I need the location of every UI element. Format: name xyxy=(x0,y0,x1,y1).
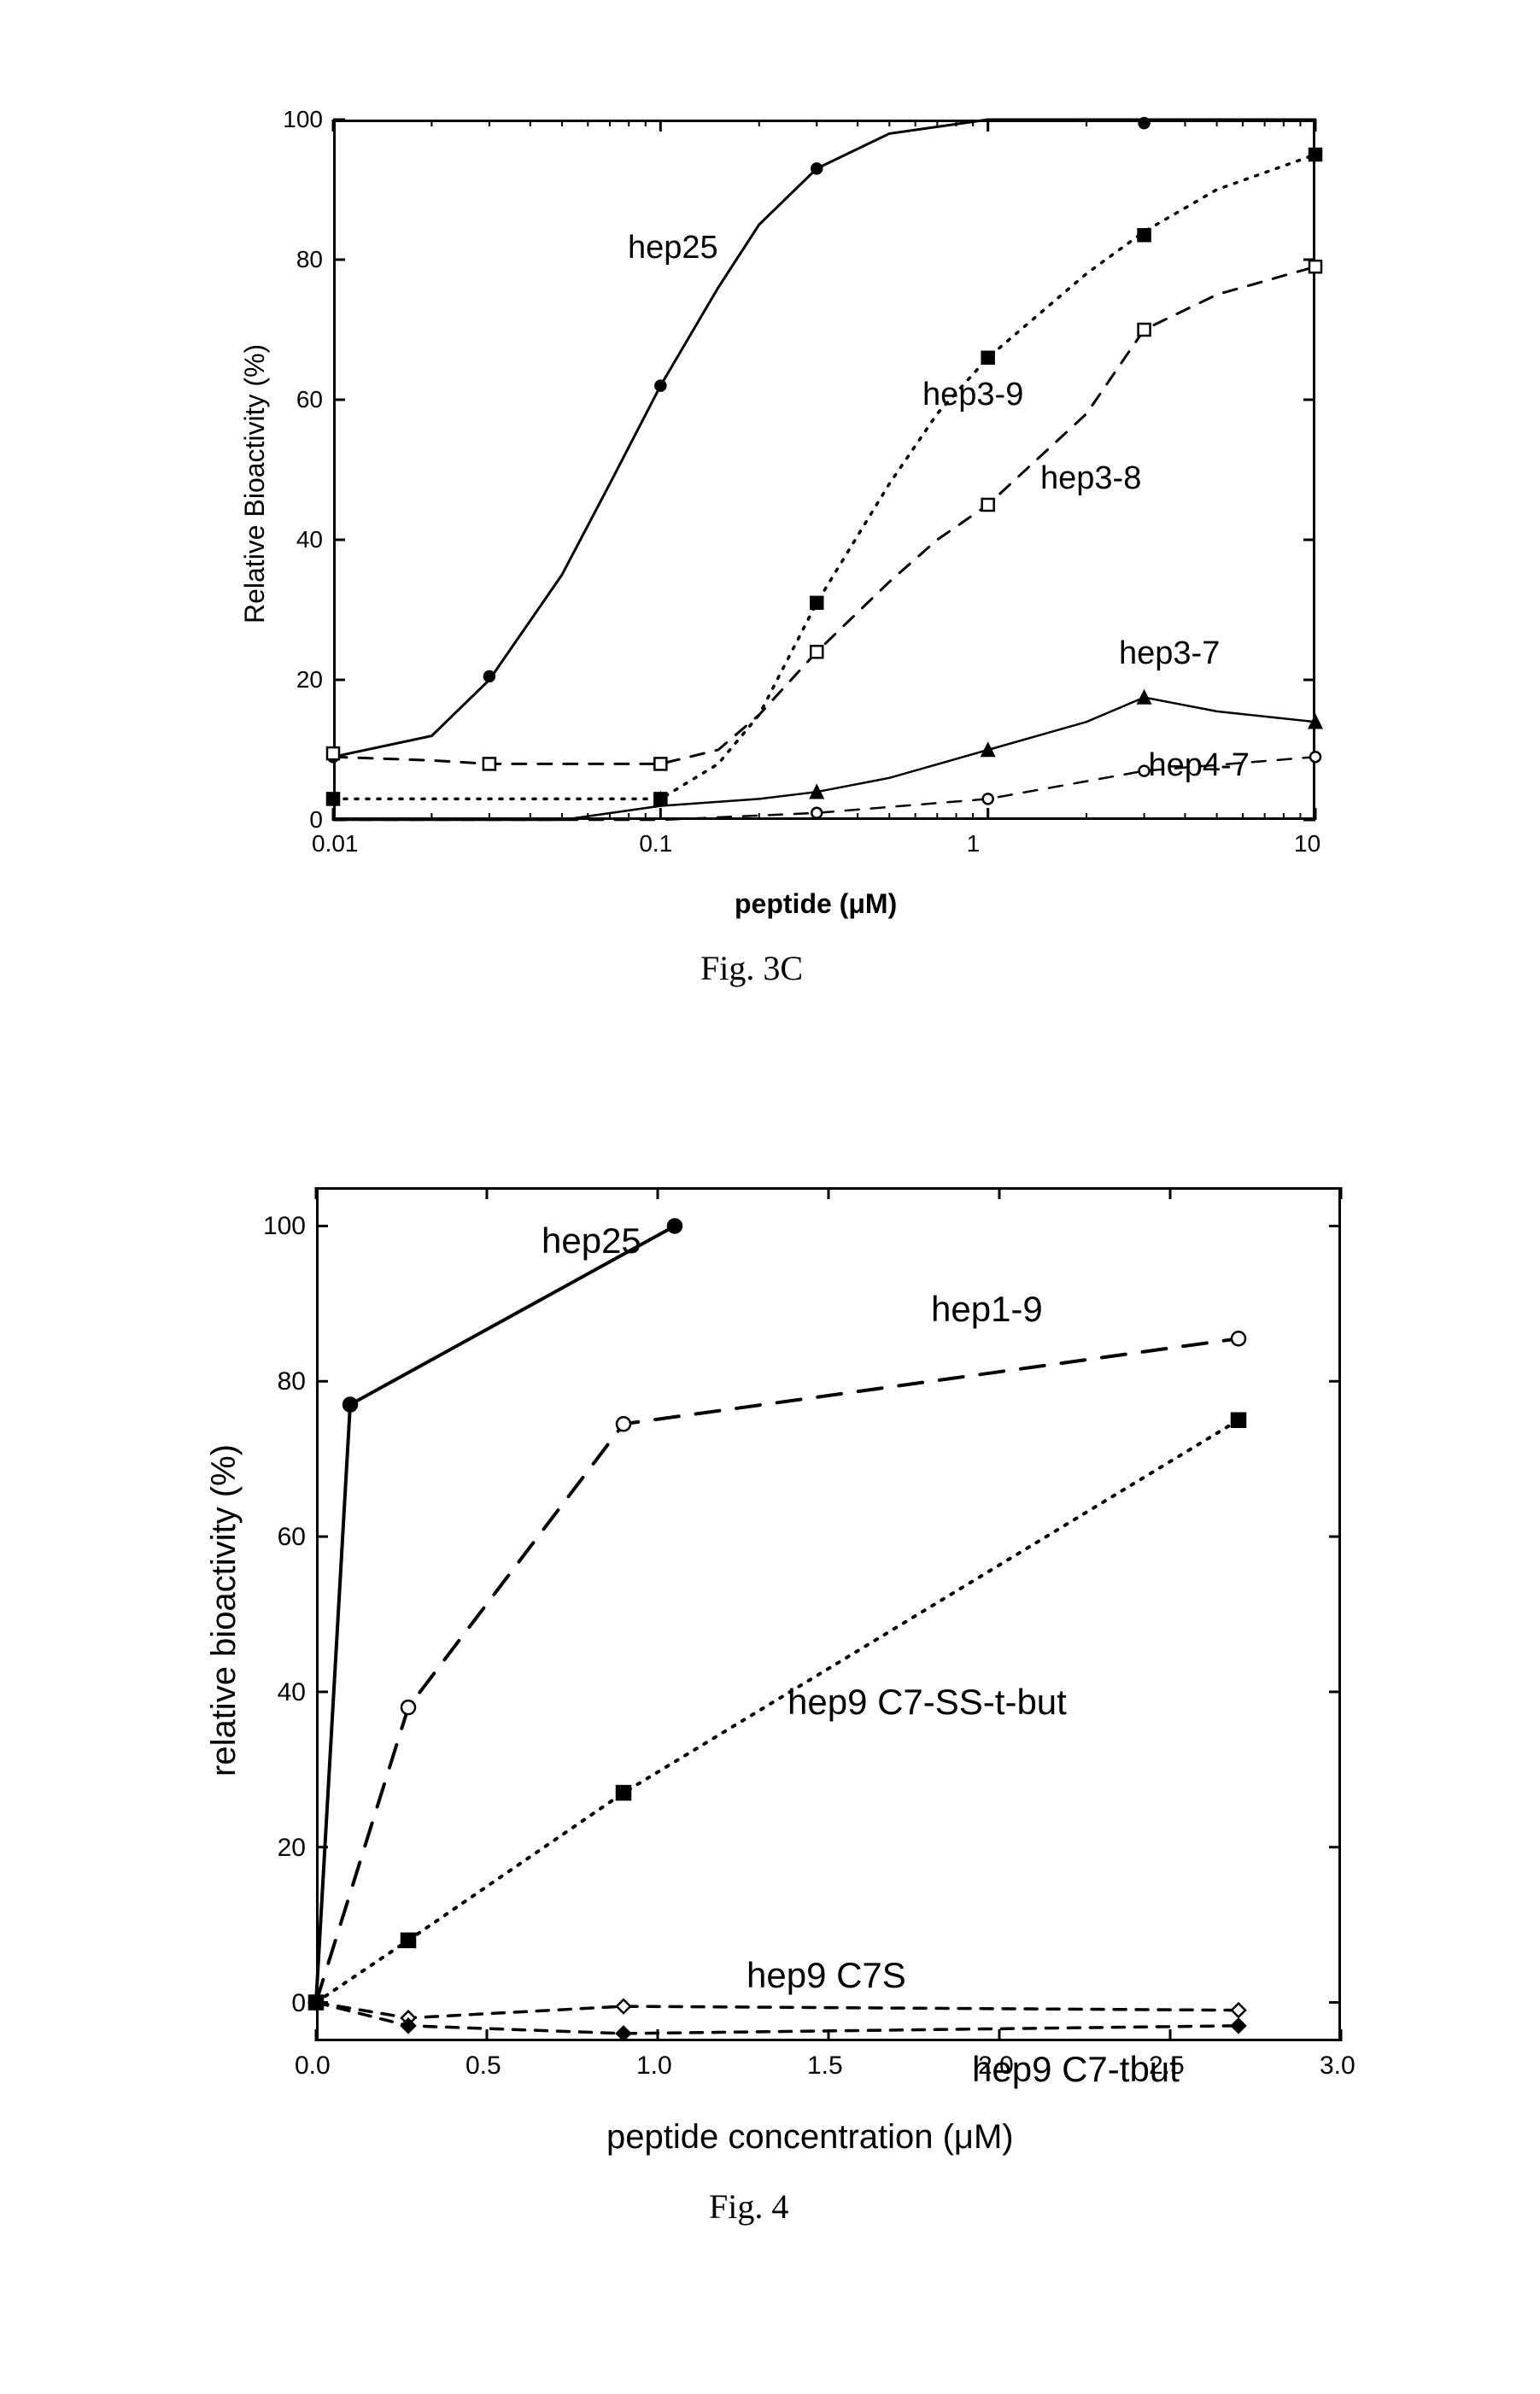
y-tick-label: 60 xyxy=(278,1523,306,1552)
y-tick-label: 100 xyxy=(283,106,323,133)
x-tick-label: 1.0 xyxy=(636,2052,672,2081)
series-label-hep3_7: hep3-7 xyxy=(1119,635,1220,672)
series-label-hep25: hep25 xyxy=(628,230,718,266)
series-label-hep4_7: hep4-7 xyxy=(1149,747,1250,784)
x-tick-label: 0.01 xyxy=(312,830,359,858)
y-tick-label: 80 xyxy=(278,1367,306,1396)
fig-4-chart: relative bioactivity (%) peptide concent… xyxy=(154,1162,1384,2238)
page: Relative Bioactivity (%) peptide (μM) 0.… xyxy=(0,0,1540,2394)
fig-3c-xlabel: peptide (μM) xyxy=(735,888,897,920)
fig-4-caption: Fig. 4 xyxy=(709,2186,788,2227)
series-label-hep9_c7_tbut: hep9 C7-tbut xyxy=(972,2049,1180,2090)
fig-3c-ylabel: Relative Bioactivity (%) xyxy=(239,344,271,623)
x-tick-label: 0.1 xyxy=(639,830,672,858)
y-tick-label: 0 xyxy=(291,1989,306,2018)
y-tick-label: 100 xyxy=(263,1212,306,1241)
fig-4-xlabel: peptide concentration (μM) xyxy=(606,2118,1014,2157)
y-tick-label: 60 xyxy=(296,386,323,413)
x-tick-label: 1.5 xyxy=(807,2052,843,2081)
y-tick-label: 80 xyxy=(296,246,323,273)
series-label-hep1_9: hep1-9 xyxy=(931,1289,1043,1330)
x-tick-label: 0.0 xyxy=(295,2052,331,2081)
fig-4-svg xyxy=(154,1162,1384,2238)
series-label-hep3_9: hep3-9 xyxy=(922,377,1023,413)
fig-3c-caption: Fig. 3C xyxy=(700,948,803,988)
y-tick-label: 40 xyxy=(296,526,323,553)
series-label-hep9_c7_ss_tbut: hep9 C7-SS-t-but xyxy=(788,1682,1067,1723)
fig-4-ylabel: relative bioactivity (%) xyxy=(205,1444,243,1776)
y-tick-label: 20 xyxy=(278,1834,306,1863)
x-tick-label: 10 xyxy=(1294,830,1320,858)
x-tick-label: 0.5 xyxy=(466,2052,501,2081)
y-tick-label: 20 xyxy=(296,666,323,694)
y-tick-label: 0 xyxy=(309,806,323,834)
x-tick-label: 3.0 xyxy=(1320,2052,1356,2081)
series-label-hep9_c7s: hep9 C7S xyxy=(747,1955,906,1996)
y-tick-label: 40 xyxy=(278,1678,306,1707)
fig-3c-chart: Relative Bioactivity (%) peptide (μM) 0.… xyxy=(188,102,1350,1042)
x-tick-label: 1 xyxy=(967,830,981,858)
series-label-hep3_8: hep3-8 xyxy=(1040,460,1141,497)
series-label-hep25: hep25 xyxy=(542,1220,641,1261)
